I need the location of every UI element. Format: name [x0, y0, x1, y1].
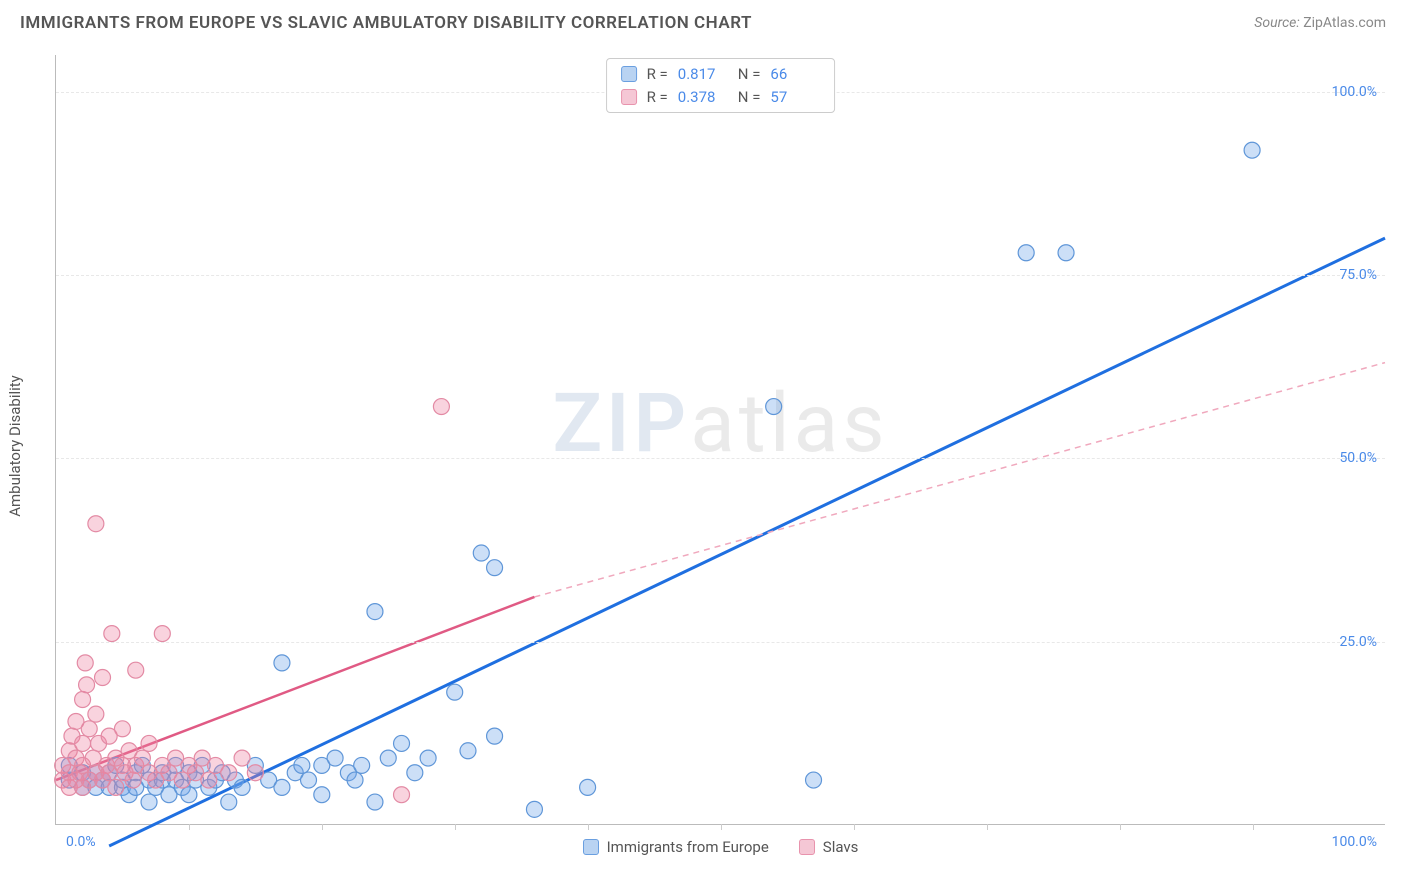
data-point: [526, 801, 542, 817]
data-point: [580, 779, 596, 795]
data-point: [806, 772, 822, 788]
data-point: [1018, 245, 1034, 261]
header: IMMIGRANTS FROM EUROPE VS SLAVIC AMBULAT…: [0, 0, 1406, 46]
gridline: [56, 458, 1385, 459]
stat-R-label-1: R =: [647, 86, 668, 109]
stat-N-label-1: N =: [738, 86, 761, 109]
data-point: [77, 655, 93, 671]
data-point: [247, 765, 263, 781]
data-point: [88, 516, 104, 532]
data-point: [104, 626, 120, 642]
swatch-series-0: [621, 66, 637, 82]
y-tick-label: 75.0%: [1339, 267, 1377, 283]
data-point: [141, 794, 157, 810]
data-point: [460, 743, 476, 759]
stat-R-val-0: 0.817: [678, 63, 728, 86]
y-tick-label: 25.0%: [1339, 634, 1377, 650]
data-point: [128, 662, 144, 678]
data-point: [114, 721, 130, 737]
x-minor-tick: [721, 824, 722, 830]
plot-area: ZIPatlas 25.0%50.0%75.0%100.0% 0.0% 100.…: [55, 55, 1385, 825]
data-point: [1058, 245, 1074, 261]
data-point: [407, 765, 423, 781]
data-point: [108, 779, 124, 795]
stat-R-label-0: R =: [647, 63, 668, 86]
data-point: [75, 735, 91, 751]
data-point: [181, 787, 197, 803]
data-point: [420, 750, 436, 766]
stat-N-label-0: N =: [738, 63, 761, 86]
stat-N-val-0: 66: [770, 63, 820, 86]
data-point: [367, 604, 383, 620]
data-point: [81, 721, 97, 737]
legend-label-1: Slavs: [823, 838, 859, 856]
data-point: [201, 772, 217, 788]
chart-title: IMMIGRANTS FROM EUROPE VS SLAVIC AMBULAT…: [20, 13, 752, 33]
x-minor-tick: [1120, 824, 1121, 830]
data-point: [367, 794, 383, 810]
data-point: [274, 655, 290, 671]
legend: Immigrants from Europe Slavs: [56, 838, 1385, 856]
source-attribution: Source: ZipAtlas.com: [1254, 15, 1386, 31]
data-point: [134, 750, 150, 766]
data-point: [154, 626, 170, 642]
data-point: [221, 765, 237, 781]
y-tick-label: 50.0%: [1339, 450, 1377, 466]
x-minor-tick: [455, 824, 456, 830]
data-point: [79, 677, 95, 693]
data-point: [274, 779, 290, 795]
data-point: [75, 692, 91, 708]
data-point: [234, 750, 250, 766]
data-point: [447, 684, 463, 700]
legend-item-0: Immigrants from Europe: [583, 838, 769, 856]
x-minor-tick: [588, 824, 589, 830]
data-point: [1244, 142, 1260, 158]
data-point: [301, 772, 317, 788]
data-point: [394, 735, 410, 751]
legend-label-0: Immigrants from Europe: [607, 838, 769, 856]
trend-line: [109, 238, 1385, 846]
data-point: [354, 757, 370, 773]
stats-row-1: R = 0.378 N = 57: [621, 86, 821, 109]
x-minor-tick: [322, 824, 323, 830]
legend-swatch-0: [583, 839, 599, 855]
data-point: [221, 794, 237, 810]
data-point: [433, 399, 449, 415]
data-point: [141, 735, 157, 751]
x-minor-tick: [987, 824, 988, 830]
swatch-series-1: [621, 89, 637, 105]
trend-line: [534, 363, 1385, 597]
y-tick-label: 100.0%: [1332, 84, 1377, 100]
data-point: [473, 545, 489, 561]
data-point: [294, 757, 310, 773]
gridline: [56, 275, 1385, 276]
x-minor-tick: [1253, 824, 1254, 830]
legend-swatch-1: [799, 839, 815, 855]
source-label: Source:: [1254, 15, 1299, 31]
data-point: [394, 787, 410, 803]
data-point: [234, 779, 250, 795]
x-minor-tick: [189, 824, 190, 830]
data-point: [327, 750, 343, 766]
data-point: [347, 772, 363, 788]
data-point: [766, 399, 782, 415]
data-point: [314, 787, 330, 803]
data-point: [95, 670, 111, 686]
stat-N-val-1: 57: [770, 86, 820, 109]
data-point: [487, 728, 503, 744]
legend-item-1: Slavs: [799, 838, 859, 856]
stats-box: R = 0.817 N = 66 R = 0.378 N = 57: [606, 58, 836, 113]
source-name: ZipAtlas.com: [1303, 15, 1386, 31]
data-point: [487, 560, 503, 576]
gridline: [56, 642, 1385, 643]
data-point: [380, 750, 396, 766]
stats-row-0: R = 0.817 N = 66: [621, 63, 821, 86]
stat-R-val-1: 0.378: [678, 86, 728, 109]
data-point: [125, 772, 141, 788]
data-point: [88, 706, 104, 722]
y-axis-label: Ambulatory Disability: [6, 375, 24, 517]
chart-svg: [56, 55, 1385, 824]
x-minor-tick: [854, 824, 855, 830]
